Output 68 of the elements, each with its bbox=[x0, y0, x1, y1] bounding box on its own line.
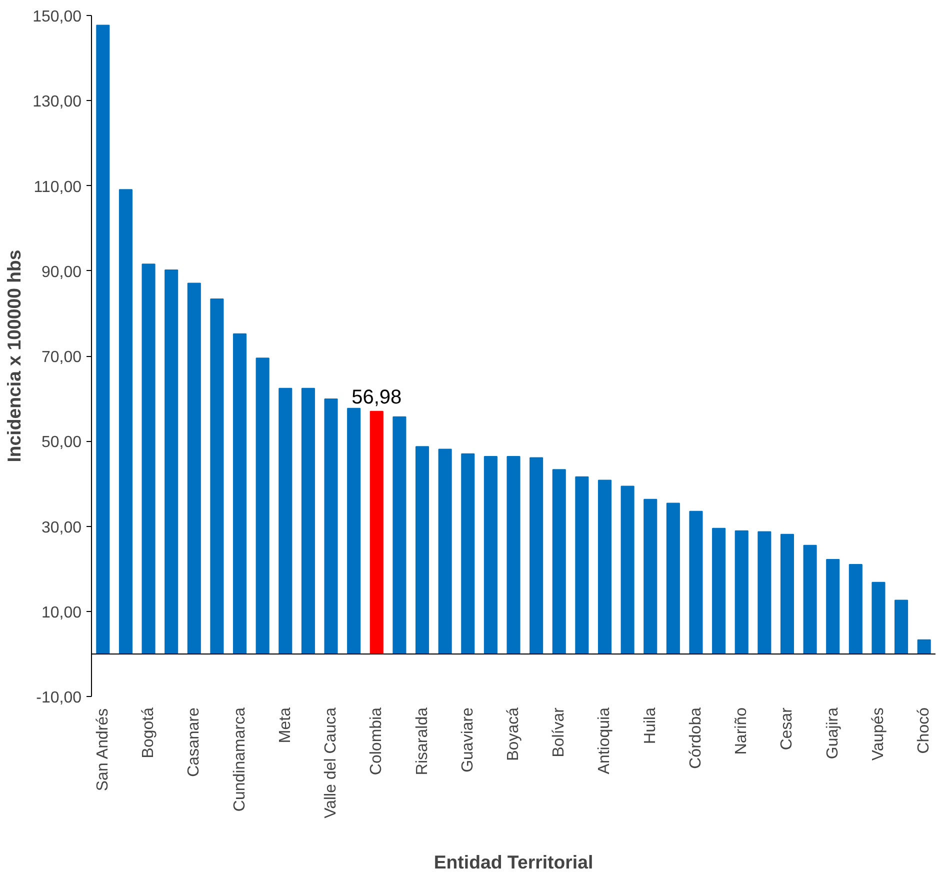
x-tick-label: Cesar bbox=[778, 706, 796, 750]
x-tick-label: Valle del Cauca bbox=[322, 707, 340, 818]
bar bbox=[347, 408, 361, 654]
bar bbox=[712, 528, 726, 654]
x-tick-label: Guaviare bbox=[459, 707, 476, 772]
x-tick-label: Guajira bbox=[824, 707, 842, 760]
bar bbox=[461, 453, 475, 654]
x-axis-title: Entidad Territorial bbox=[434, 851, 594, 872]
bar bbox=[872, 582, 886, 654]
y-tick-label: 10,00 bbox=[41, 604, 82, 622]
y-axis-title: Incidencia x 100000 hbs bbox=[4, 250, 25, 462]
x-tick-label: Boyacá bbox=[505, 707, 522, 761]
y-tick-label: -10,00 bbox=[36, 690, 82, 706]
bar bbox=[392, 416, 406, 654]
bar bbox=[826, 558, 840, 654]
y-tick-label: 150,00 bbox=[32, 8, 82, 26]
bar bbox=[438, 448, 452, 654]
x-tick-label: Bogotá bbox=[140, 707, 158, 758]
bar bbox=[118, 189, 132, 654]
x-tick-label: Antioquia bbox=[596, 707, 614, 774]
bar bbox=[96, 24, 110, 654]
bar bbox=[758, 531, 772, 654]
x-tick-label: Risaralda bbox=[414, 707, 431, 776]
bar bbox=[324, 398, 338, 654]
bar bbox=[301, 388, 315, 654]
bar bbox=[484, 456, 498, 654]
x-tick-label: Bolívar bbox=[550, 706, 568, 758]
bar bbox=[689, 510, 703, 654]
x-tick-label: Huila bbox=[642, 707, 659, 744]
bar bbox=[598, 480, 612, 654]
bar bbox=[848, 564, 862, 654]
x-tick-label: Meta bbox=[276, 707, 294, 744]
bar bbox=[256, 358, 270, 654]
x-tick-label: Casanare bbox=[186, 707, 203, 777]
bar bbox=[232, 333, 247, 654]
x-tick-label: Chocó bbox=[916, 707, 933, 754]
bar bbox=[530, 457, 544, 654]
x-tick-label: Nariño bbox=[733, 707, 750, 755]
bar bbox=[734, 530, 748, 654]
y-tick-label: 90,00 bbox=[41, 264, 82, 281]
y-tick-label: 130,00 bbox=[32, 94, 82, 111]
bar bbox=[780, 534, 794, 654]
bar bbox=[187, 282, 201, 654]
data-label: 56,98 bbox=[352, 386, 402, 408]
bar bbox=[894, 600, 908, 654]
bar bbox=[164, 270, 178, 654]
bar bbox=[370, 410, 384, 654]
y-tick-label: 30,00 bbox=[41, 519, 82, 536]
bar bbox=[506, 456, 520, 654]
bar bbox=[278, 388, 292, 654]
bar bbox=[142, 264, 156, 654]
x-tick-label: Vaupés bbox=[870, 708, 887, 761]
bar bbox=[575, 476, 589, 654]
bar bbox=[552, 469, 566, 654]
x-tick-label: Córdoba bbox=[687, 707, 704, 769]
bar bbox=[644, 498, 658, 654]
y-tick-label: 50,00 bbox=[41, 434, 82, 452]
bar bbox=[666, 502, 680, 654]
y-tick-label: 70,00 bbox=[41, 349, 82, 366]
bar bbox=[210, 298, 224, 654]
x-tick-label: Colombia bbox=[368, 707, 386, 776]
bar bbox=[620, 486, 634, 654]
bar bbox=[803, 544, 817, 654]
x-tick-label: San Andrés bbox=[94, 708, 112, 792]
y-tick-label: 110,00 bbox=[34, 178, 82, 196]
bar bbox=[917, 639, 931, 654]
bar bbox=[415, 446, 430, 654]
x-tick-label: Cundinamarca bbox=[231, 707, 248, 812]
